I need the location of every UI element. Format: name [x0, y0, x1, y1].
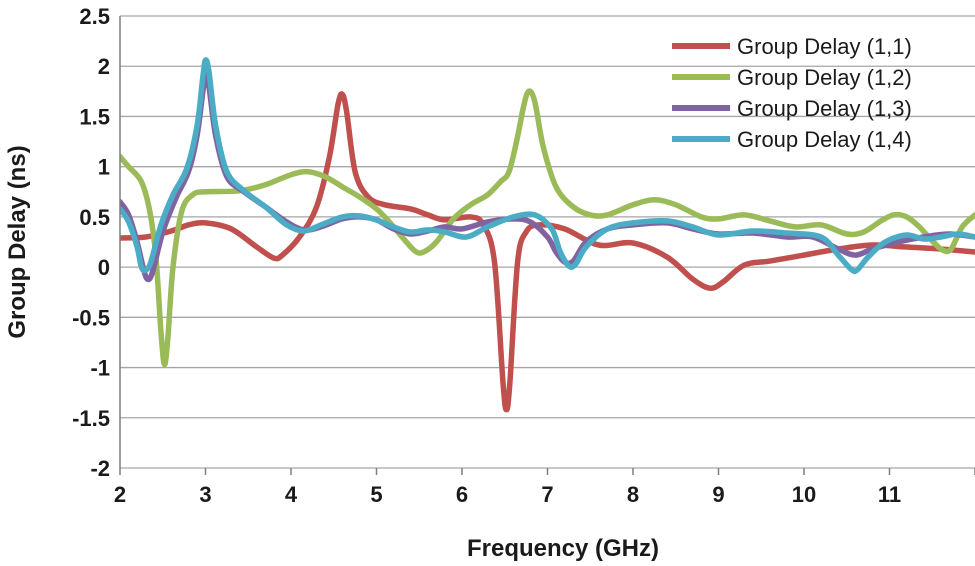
x-tick-label: 2 — [114, 482, 126, 507]
y-tick-label: 1 — [98, 155, 110, 180]
x-tick-label: 10 — [792, 482, 816, 507]
tick-labels: 2.521.510.50-0.5-1-1.5-22 3 4 5 6 7 8 9 10 11 — [72, 4, 901, 507]
x-tick-label: 6 — [456, 482, 468, 507]
y-tick-label: 2 — [98, 54, 110, 79]
y-tick-label: 0.5 — [79, 205, 110, 230]
y-tick-label: 2.5 — [79, 4, 110, 29]
legend-label-group-delay-1-2: Group Delay (1,2) — [737, 65, 912, 90]
y-tick-label: 0 — [98, 255, 110, 280]
y-tick-label: -1.5 — [72, 406, 110, 431]
y-tick-label: -2 — [90, 456, 110, 481]
x-tick-label: 5 — [370, 482, 382, 507]
y-axis-title: Group Delay (ns) — [4, 145, 31, 338]
x-tick-label: 9 — [712, 482, 724, 507]
legend-label-group-delay-1-3: Group Delay (1,3) — [737, 96, 912, 121]
y-tick-label: -1 — [90, 356, 110, 381]
x-tick-label: 7 — [541, 482, 553, 507]
x-tick-label: 3 — [199, 482, 211, 507]
y-tick-label: 1.5 — [79, 104, 110, 129]
series-line-group-delay-1-2 — [120, 88, 975, 368]
legend-label-group-delay-1-4: Group Delay (1,4) — [737, 127, 912, 152]
legend-label-group-delay-1-1: Group Delay (1,1) — [737, 34, 912, 59]
axes — [119, 16, 975, 475]
x-tick-label: 11 — [878, 482, 901, 507]
x-axis-title: Frequency (GHz) — [467, 535, 659, 562]
x-tick-label: 4 — [285, 482, 298, 507]
grid-lines — [120, 15, 975, 469]
y-tick-label: -0.5 — [72, 305, 110, 330]
legend: Group Delay (1,1) Group Delay (1,2) Group … — [672, 34, 912, 152]
series-lines — [120, 57, 975, 413]
series-line-group-delay-1-4 — [120, 57, 975, 275]
x-tick-label: 8 — [627, 482, 639, 507]
